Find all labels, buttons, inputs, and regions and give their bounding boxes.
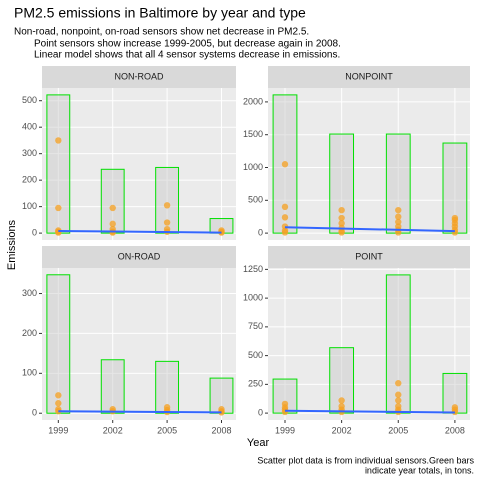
strip-background [268,66,470,88]
y-tick-label: 0 [32,408,37,418]
y-tick-label: 500 [248,195,263,205]
point [281,214,289,221]
point [395,380,402,387]
point [338,229,345,236]
y-axis-label: Emissions [6,219,18,270]
y-tick-label: 1250 [243,264,263,274]
point [338,220,345,227]
x-tick-label: 2008 [445,425,465,435]
point [338,214,345,222]
trend-line [58,229,222,234]
point [281,203,289,211]
chart-title: PM2.5 emissions in Baltimore by year and… [14,5,306,21]
strip-background [42,246,236,268]
y-tick-label: 500 [22,95,37,105]
x-tick-label: 1999 [48,425,68,435]
x-tick-label: 2002 [103,425,123,435]
point [109,229,116,236]
x-tick-label: 1999 [275,425,295,435]
point [109,220,116,228]
trend-line [284,409,455,414]
y-tick-label: 0 [32,227,37,237]
y-tick-label: 2000 [243,96,263,106]
point [55,400,62,407]
x-axis-label: Year [247,437,270,449]
x-tick-label: 2008 [211,425,231,435]
y-tick-label: 1500 [243,129,263,139]
y-tick-label: 200 [22,328,37,338]
y-tick-label: 0 [258,407,263,417]
point [395,206,402,214]
panel-background [42,268,236,420]
point [163,219,171,226]
y-tick-label: 300 [22,288,37,298]
point [395,397,402,404]
y-tick-label: 1000 [243,292,263,302]
y-tick-label: 200 [22,175,37,185]
y-tick-label: 500 [248,350,263,360]
trend-line [284,226,455,233]
strip-background [42,66,236,88]
point [395,218,402,226]
point [55,204,62,212]
panel-background [268,88,470,240]
point [338,397,345,404]
caption: indicate year totals, in tons. [365,465,474,475]
point [163,202,171,209]
point [55,137,62,144]
y-tick-label: 100 [22,368,37,378]
point [281,408,289,416]
x-tick-label: 2005 [157,425,177,435]
caption: Scatter plot data is from individual sen… [257,455,474,465]
y-tick-label: 0 [258,227,263,237]
bar [100,359,125,414]
point [281,229,289,236]
trend-line [58,410,222,414]
strip-label: POINT [355,251,383,261]
subtitle: Point sensors show increase 1999-2005, b… [34,39,341,50]
panel-background [42,88,236,240]
y-tick-label: 250 [248,379,263,389]
point [281,161,289,168]
strip-label: NON-ROAD [115,71,164,81]
strip-background [268,246,470,268]
point [338,206,345,214]
point [55,392,62,399]
point [109,204,116,212]
y-tick-label: 1000 [243,162,263,172]
x-tick-label: 2005 [388,425,408,435]
point [395,391,402,398]
y-tick-label: 300 [22,148,37,158]
strip-label: ON-ROAD [118,251,161,261]
subtitle: Non-road, nonpoint, on-road sensors show… [14,27,309,38]
y-tick-label: 400 [22,122,37,132]
subtitle: Linear model shows that all 4 sensor sys… [34,50,340,61]
y-tick-label: 750 [248,321,263,331]
x-tick-label: 2002 [332,425,352,435]
y-tick-label: 100 [22,201,37,211]
panel-background [268,268,470,420]
bar [46,94,71,234]
strip-label: NONPOINT [345,71,393,81]
point [395,213,402,220]
